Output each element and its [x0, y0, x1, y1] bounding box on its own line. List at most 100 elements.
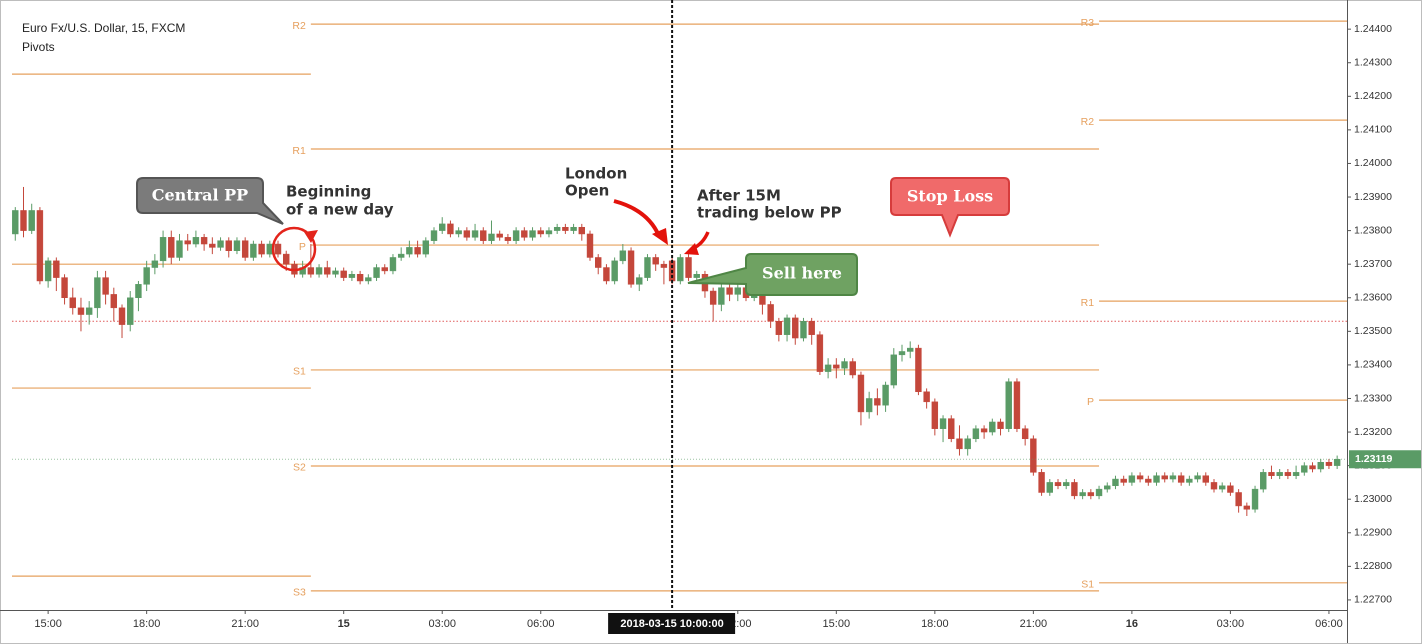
- highlight-circle: [271, 226, 317, 272]
- y-tick-label: 1.23400: [1354, 359, 1392, 371]
- pivot-label: R2: [292, 20, 306, 32]
- candle-body: [118, 307, 126, 325]
- candle-body: [209, 243, 216, 248]
- y-tick-label: 1.23500: [1354, 325, 1392, 337]
- candle-body: [1079, 492, 1086, 497]
- circle-arrowhead: [304, 230, 318, 243]
- candle-body: [865, 398, 873, 413]
- candle-body: [972, 428, 980, 440]
- y-tick-label: 1.22700: [1354, 594, 1392, 606]
- candle-body: [627, 250, 635, 285]
- crosshair-label-bg: [608, 613, 736, 634]
- candle-body: [233, 240, 241, 251]
- y-tick-label: 1.23300: [1354, 392, 1392, 404]
- pivot-label: S1: [1081, 579, 1094, 591]
- callout-box: [687, 253, 858, 296]
- y-tick-label: 1.24200: [1354, 90, 1392, 102]
- pivot-label: P: [1087, 396, 1094, 408]
- candle-body: [545, 230, 553, 235]
- annotation-text: Open: [565, 182, 609, 200]
- candle-body: [907, 347, 914, 352]
- candle-body: [1054, 482, 1062, 487]
- candle-body: [1169, 475, 1177, 480]
- candle-body: [1218, 485, 1226, 490]
- candle-body: [882, 384, 889, 406]
- candle-body: [1046, 482, 1053, 493]
- candle-body: [1251, 488, 1259, 510]
- candle-body: [1095, 488, 1103, 497]
- candle-body: [307, 267, 315, 275]
- candle-body: [504, 237, 512, 241]
- annotation-text: Beginning: [286, 183, 371, 201]
- candle-body: [241, 240, 249, 258]
- candle-body: [660, 263, 668, 268]
- y-tick-label: 1.24400: [1354, 23, 1392, 35]
- candle-body: [480, 230, 487, 241]
- candle-body: [726, 287, 733, 295]
- pivot-label: S3: [293, 587, 306, 599]
- y-tick-label: 1.24000: [1354, 157, 1392, 169]
- candle-body: [373, 267, 380, 278]
- candle-body: [381, 267, 388, 272]
- x-tick-label: 06:00: [1315, 618, 1343, 630]
- candle-body: [1087, 492, 1095, 497]
- arrowhead: [684, 243, 699, 255]
- candle-body: [874, 398, 881, 406]
- candle-body: [12, 210, 19, 235]
- candle-body: [1235, 492, 1242, 507]
- candle-body: [997, 421, 1004, 429]
- candle-body: [1202, 475, 1209, 483]
- candle-body: [414, 247, 421, 255]
- pivot-label: R1: [1081, 297, 1095, 309]
- candle-body: [619, 250, 627, 262]
- candle-body: [332, 270, 339, 275]
- candle-body: [61, 277, 68, 299]
- candle-body: [857, 374, 865, 413]
- annotation-text: trading below PP: [697, 204, 842, 222]
- x-tick-label: 21:00: [1020, 618, 1048, 630]
- candle-body: [455, 230, 462, 235]
- candle-body: [44, 260, 52, 282]
- pivot-label: S2: [293, 462, 306, 474]
- candle-body: [1128, 475, 1136, 483]
- x-tick-label: 15:00: [823, 618, 851, 630]
- candle-body: [948, 418, 955, 440]
- candle-body: [734, 287, 741, 295]
- candle-body: [1021, 428, 1029, 440]
- candle-body: [217, 240, 224, 248]
- candle-body: [356, 273, 364, 282]
- x-tick-label: 03:00: [428, 618, 456, 630]
- candle-body: [595, 257, 602, 268]
- arrow: [613, 199, 661, 237]
- candle-body: [258, 243, 265, 255]
- pivot-label: S1: [293, 366, 306, 378]
- candle-body: [611, 260, 618, 282]
- x-tick-label: 16: [1126, 618, 1138, 630]
- y-tick-label: 1.23200: [1354, 426, 1392, 438]
- candle-body: [783, 317, 791, 335]
- candle-body: [365, 277, 372, 282]
- candle-body: [463, 230, 471, 238]
- y-tick-label: 1.23800: [1354, 224, 1392, 236]
- candle-body: [1194, 475, 1201, 480]
- candle-body: [496, 233, 503, 238]
- candle-body: [1112, 478, 1119, 487]
- x-tick-label: 21:00: [231, 618, 259, 630]
- y-tick-label: 1.23900: [1354, 191, 1392, 203]
- candle-body: [1276, 472, 1283, 476]
- candle-body: [397, 253, 405, 258]
- candle-body: [340, 270, 347, 278]
- y-tick-label: 1.24300: [1354, 57, 1392, 69]
- candle-body: [1301, 465, 1308, 473]
- candle-body: [127, 297, 134, 325]
- candle-body: [1161, 475, 1168, 480]
- candle-body: [709, 290, 717, 305]
- candle-body: [693, 273, 700, 278]
- pivot-label: R1: [292, 145, 306, 157]
- candle-body: [898, 351, 906, 356]
- candle-body: [685, 257, 692, 278]
- candle-body: [833, 364, 840, 369]
- candle-body: [200, 237, 208, 245]
- x-tick-label: 15: [338, 618, 350, 630]
- candle-body: [537, 230, 544, 235]
